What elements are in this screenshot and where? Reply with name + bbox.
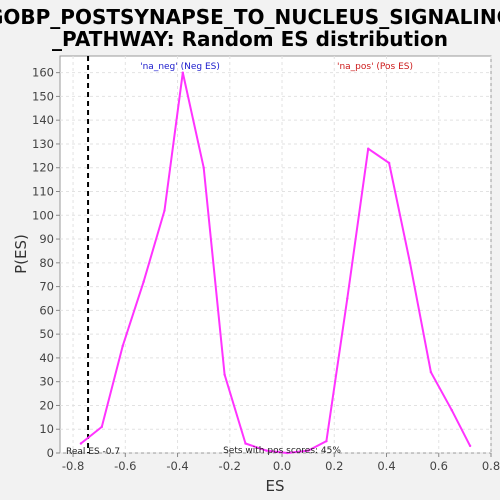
y-tick-label-2: 20: [39, 398, 54, 412]
y-axis-label: P(ES): [12, 234, 30, 274]
x-tick-label-0: -0.8: [62, 459, 84, 473]
data-point-0-6: [202, 166, 205, 169]
y-tick-label-3: 30: [39, 375, 54, 389]
data-point-0-16: [408, 261, 412, 265]
x-tick-label-7: 0.6: [430, 459, 448, 473]
y-tick-label-5: 50: [39, 327, 54, 341]
y-tick-label-8: 80: [39, 256, 54, 270]
x-tick-label-5: 0.2: [325, 459, 343, 473]
neg-es-label: 'na_neg' (Neg ES): [140, 62, 220, 72]
x-axis-label: ES: [266, 477, 285, 495]
pos-es-label: 'na_pos' (Pos ES): [337, 62, 413, 72]
chart-title-line-2: _PATHWAY: Random ES distribution: [52, 27, 448, 51]
y-tick-label-15: 150: [32, 89, 54, 103]
data-point-0-2: [121, 344, 124, 348]
y-tick-label-16: 160: [32, 66, 54, 80]
y-tick-label-0: 0: [47, 446, 54, 460]
data-point-0-17: [429, 370, 433, 374]
data-point-0-5: [181, 71, 184, 74]
data-point-0-13: [346, 297, 349, 300]
y-tick-label-6: 60: [39, 303, 54, 317]
x-tick-label-1: -0.6: [114, 459, 136, 473]
y-tick-label-12: 120: [32, 161, 54, 175]
pos-scores-label: Sets with pos scores: 45%: [223, 446, 341, 456]
y-tick-label-14: 140: [32, 113, 54, 127]
data-point-0-3: [142, 280, 145, 284]
x-tick-label-4: 0.0: [273, 459, 291, 473]
y-tick-label-4: 40: [39, 351, 54, 365]
data-point-0-0: [79, 442, 83, 445]
data-point-0-9: [265, 449, 268, 452]
data-point-0-1: [100, 425, 103, 429]
data-point-0-14: [367, 147, 370, 150]
data-point-0-4: [163, 209, 166, 212]
data-point-0-8: [244, 442, 247, 445]
data-point-0-19: [468, 444, 472, 448]
y-tick-label-10: 100: [32, 208, 54, 222]
y-tick-label-1: 10: [39, 422, 54, 436]
data-point-0-11: [306, 449, 310, 452]
x-tick-label-8: 0.8: [482, 459, 500, 473]
x-axis: -0.8 -0.6 -0.4 -0.2 0.0 0.2 0.4 0.6 0.8: [62, 453, 500, 473]
chart-title-line-1: GOBP_POSTSYNAPSE_TO_NUCLEUS_SIGNALING: [0, 5, 500, 29]
x-tick-label-3: -0.2: [219, 459, 241, 473]
y-tick-label-11: 110: [32, 185, 54, 199]
grid-lines: [60, 56, 492, 454]
data-point-0-12: [325, 439, 328, 443]
plot-area: [59, 55, 492, 454]
data-point-0-15: [387, 161, 391, 165]
y-tick-label-9: 90: [39, 232, 54, 246]
data-point-0-7: [223, 373, 226, 376]
real-es-label: Real ES -0.7: [66, 447, 120, 457]
series-line-0: [80, 71, 471, 454]
data-point-0-10: [286, 451, 289, 455]
y-axis: 0 10 20 30 40 50 60 70 80 90 100 110 120 130 140 150 160: [32, 66, 60, 460]
x-tick-label-2: -0.4: [166, 459, 188, 473]
y-tick-label-13: 130: [32, 137, 54, 151]
data-point-0-18: [450, 409, 454, 412]
series-group: [79, 71, 472, 455]
x-tick-label-6: 0.4: [377, 459, 395, 473]
y-tick-label-7: 70: [39, 280, 54, 294]
